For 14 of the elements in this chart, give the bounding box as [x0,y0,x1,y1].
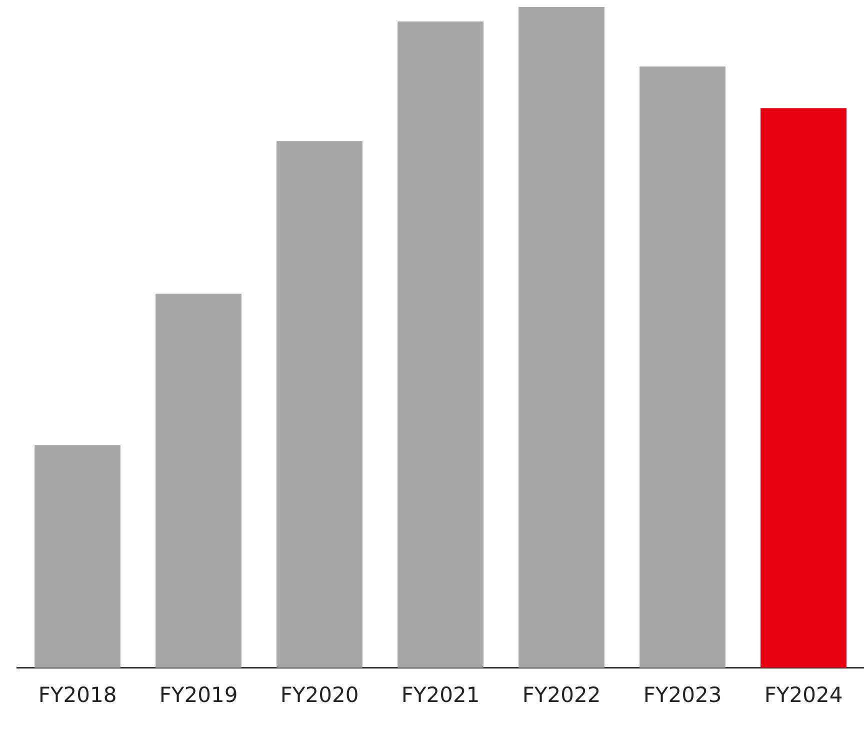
x-tick-label: FY2019 [159,682,238,707]
x-tick-label: FY2020 [280,682,359,707]
x-tick-label: FY2024 [764,682,843,707]
x-tick-label: FY2022 [522,682,601,707]
x-tick-label: FY2018 [38,682,117,707]
x-tick-label: FY2021 [401,682,480,707]
bar [156,294,242,668]
bar [398,22,484,668]
bar [760,108,846,668]
bar [518,7,604,668]
bar [640,66,726,668]
x-tick-label: FY2023 [643,682,722,707]
bar [276,141,362,668]
bar [34,445,120,668]
